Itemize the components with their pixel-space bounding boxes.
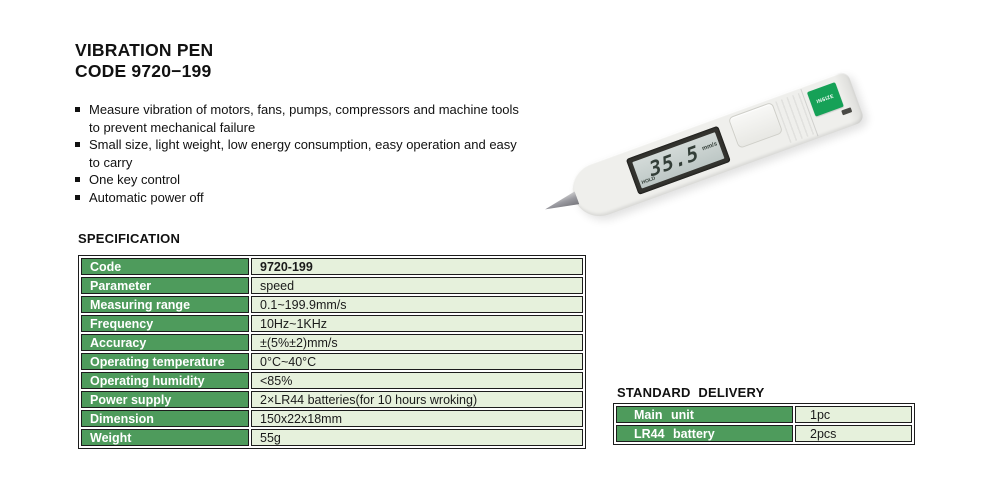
feature-item: Measure vibration of motors, fans, pumps… xyxy=(74,101,522,136)
feature-item: Small size, light weight, low energy con… xyxy=(74,136,522,171)
spec-value: 9720-199 xyxy=(251,258,583,275)
lcd-reading: 35.5 xyxy=(646,140,702,182)
spec-value: <85% xyxy=(251,372,583,389)
pen-metal-tip xyxy=(542,190,580,218)
delivery-label: LR44 battery xyxy=(616,425,793,442)
bullet-square-icon xyxy=(75,107,80,112)
table-row: Frequency 10Hz~1KHz xyxy=(81,315,583,332)
table-row: Code 9720-199 xyxy=(81,258,583,275)
lcd-screen: 35.5 mm/s HOLD xyxy=(632,132,725,189)
spec-value: ±(5%±2)mm/s xyxy=(251,334,583,351)
table-row: LR44 battery 2pcs xyxy=(616,425,912,442)
spec-label: Operating temperature xyxy=(81,353,249,370)
grip-ribs xyxy=(775,92,815,144)
specification-heading: SPECIFICATION xyxy=(78,231,181,246)
spec-value: 2×LR44 batteries(for 10 hours wroking) xyxy=(251,391,583,408)
table-row: Measuring range 0.1~199.9mm/s xyxy=(81,296,583,313)
feature-item: Automatic power off xyxy=(74,189,522,207)
feature-item: One key control xyxy=(74,171,522,189)
bullet-square-icon xyxy=(75,177,80,182)
table-row: Operating humidity <85% xyxy=(81,372,583,389)
delivery-label: Main unit xyxy=(616,406,793,423)
delivery-value: 2pcs xyxy=(795,425,912,442)
spec-label: Accuracy xyxy=(81,334,249,351)
specification-table: Code 9720-199 Parameter speed Measuring … xyxy=(78,255,586,449)
spec-label: Measuring range xyxy=(81,296,249,313)
product-photo: 35.5 mm/s HOLD INSIZE xyxy=(520,40,990,255)
product-title: VIBRATION PEN xyxy=(75,40,214,60)
spec-value: 0°C~40°C xyxy=(251,353,583,370)
spec-label: Code xyxy=(81,258,249,275)
spec-value: 0.1~199.9mm/s xyxy=(251,296,583,313)
spec-label: Weight xyxy=(81,429,249,446)
lcd-display: 35.5 mm/s HOLD xyxy=(625,125,731,195)
product-code-title: CODE 9720−199 xyxy=(75,61,212,81)
feature-text: One key control xyxy=(89,172,181,187)
spec-value: 10Hz~1KHz xyxy=(251,315,583,332)
spec-value: 150x22x18mm xyxy=(251,410,583,427)
feature-text: Automatic power off xyxy=(89,189,204,205)
standard-delivery-heading: STANDARD DELIVERY xyxy=(617,385,765,400)
spec-value: speed xyxy=(251,277,583,294)
bullet-square-icon xyxy=(75,142,80,147)
table-row: Weight 55g xyxy=(81,429,583,446)
table-row: Parameter speed xyxy=(81,277,583,294)
standard-delivery-table: Main unit 1pc LR44 battery 2pcs xyxy=(613,403,915,445)
delivery-value: 1pc xyxy=(795,406,912,423)
table-row: Accuracy ±(5%±2)mm/s xyxy=(81,334,583,351)
table-row: Dimension 150x22x18mm xyxy=(81,410,583,427)
spec-label: Dimension xyxy=(81,410,249,427)
spec-value: 55g xyxy=(251,429,583,446)
lcd-hold-label: HOLD xyxy=(640,175,657,186)
bullet-square-icon xyxy=(75,194,80,200)
table-row: Operating temperature 0°C~40°C xyxy=(81,353,583,370)
spec-label: Power supply xyxy=(81,391,249,408)
power-button xyxy=(727,101,784,149)
spec-label: Frequency xyxy=(81,315,249,332)
feature-text: Measure vibration of motors, fans, pumps… xyxy=(89,102,519,135)
table-row: Main unit 1pc xyxy=(616,406,912,423)
feature-list: Measure vibration of motors, fans, pumps… xyxy=(74,101,522,206)
vibration-pen-image: 35.5 mm/s HOLD INSIZE xyxy=(565,70,866,224)
feature-text: Small size, light weight, low energy con… xyxy=(89,137,517,170)
table-row: Power supply 2×LR44 batteries(for 10 hou… xyxy=(81,391,583,408)
spec-label: Operating humidity xyxy=(81,372,249,389)
spec-label: Parameter xyxy=(81,277,249,294)
title-block: VIBRATION PEN CODE 9720−199 xyxy=(75,40,213,82)
